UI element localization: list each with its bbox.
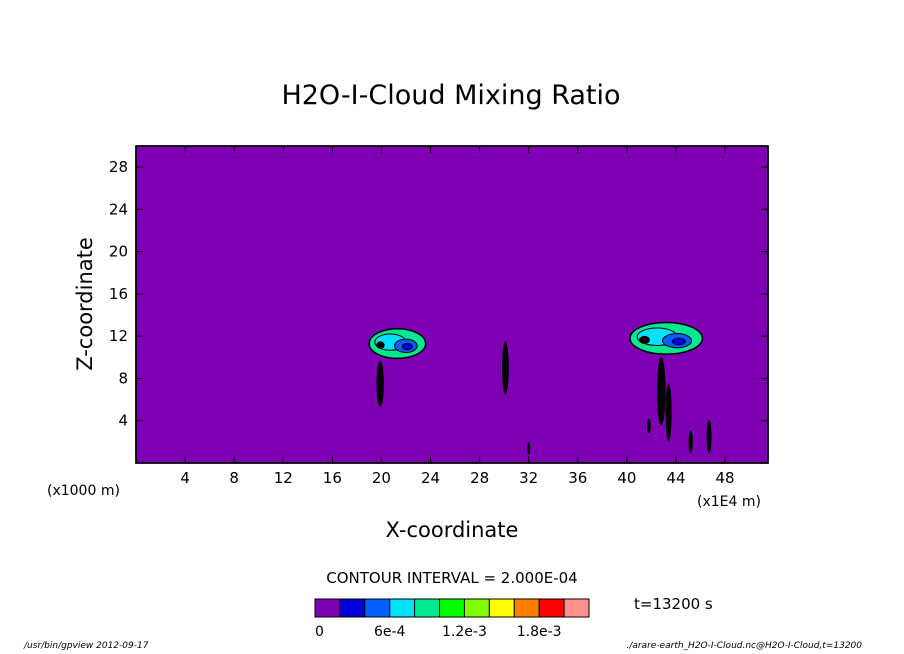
y-axis-ticks: 4 8 12 16 20 24 28: [109, 158, 768, 430]
colorbar-swatch: [339, 598, 366, 618]
x-scale-label: (x1E4 m): [697, 494, 761, 510]
x-tick-label: 12: [274, 469, 293, 487]
x-tick-label: 48: [716, 469, 735, 487]
cloud-column: [527, 441, 531, 455]
cloud-anvil: [368, 328, 427, 360]
anvil-core: [401, 342, 413, 351]
colorbar-swatch: [563, 598, 590, 618]
x-axis-label: X-coordinate: [386, 518, 519, 542]
x-tick-label: 24: [421, 469, 440, 487]
cloud-column: [688, 430, 693, 454]
chart-title: H2O-I-Cloud Mixing Ratio: [281, 80, 620, 111]
x-tick-label: 4: [180, 469, 190, 487]
cloud-column: [647, 418, 651, 434]
plot-frame: [135, 145, 769, 464]
y-tick-label: 12: [109, 327, 128, 345]
cloud-anvil: [629, 321, 704, 355]
y-tick-label: 28: [109, 158, 128, 176]
footer-right: ./arare-earth_H2O-I-Cloud.nc@H2O-I-Cloud…: [626, 641, 862, 651]
contour-interval-text: CONTOUR INTERVAL = 2.000E-04: [326, 569, 577, 587]
colorbar-swatch: [414, 598, 441, 618]
plot-area: [135, 145, 769, 464]
colorbar-label: 1.2e-3: [442, 624, 487, 640]
colorbar-swatch: [513, 598, 540, 618]
colorbar: [314, 598, 590, 618]
time-label: t=13200 s: [634, 595, 713, 613]
colorbar-swatch: [538, 598, 565, 618]
colorbar-swatch: [463, 598, 490, 618]
x-axis-ticks: 4 8 12 16 20 24 28 32 36 40 44 48: [180, 146, 735, 487]
colorbar-swatch: [389, 598, 416, 618]
x-tick-label: 28: [470, 469, 489, 487]
x-tick-label: 36: [568, 469, 587, 487]
x-unit-label: (x1000 m): [47, 483, 120, 499]
anvil-dark-patch: [376, 341, 385, 349]
cloud-features: [368, 321, 712, 455]
x-tick-label: 32: [519, 469, 538, 487]
colorbar-label: 1.8e-3: [517, 624, 562, 640]
y-tick-label: 20: [109, 243, 128, 261]
colorbar-swatch: [364, 598, 391, 618]
cloud-column: [376, 360, 384, 407]
colorbar-label: 0: [315, 624, 324, 640]
y-tick-label: 24: [109, 200, 128, 218]
colorbar-label: 6e-4: [374, 624, 406, 640]
x-tick-label: 40: [617, 469, 636, 487]
colorbar-swatch: [439, 598, 465, 618]
anvil-dark-patch: [638, 335, 650, 344]
cloud-column: [706, 419, 712, 454]
colorbar-labels: 0 6e-4 1.2e-3 1.8e-3: [315, 624, 562, 640]
y-tick-label: 8: [118, 369, 128, 387]
x-tick-label: 8: [229, 469, 239, 487]
x-tick-label: 44: [666, 469, 685, 487]
x-tick-label: 16: [323, 469, 342, 487]
plot-background: [135, 145, 769, 464]
cloud-column: [656, 356, 666, 426]
colorbar-swatch: [488, 598, 515, 618]
y-tick-label: 16: [109, 285, 128, 303]
cloud-column: [665, 383, 672, 442]
y-axis-label: Z-coordinate: [73, 237, 97, 371]
anvil-core: [671, 337, 686, 346]
colorbar-swatch: [314, 598, 341, 618]
x-tick-label: 20: [372, 469, 391, 487]
footer-left: /usr/bin/gpview 2012-09-17: [24, 641, 149, 651]
cloud-column: [502, 341, 509, 395]
y-tick-label: 4: [118, 412, 128, 430]
